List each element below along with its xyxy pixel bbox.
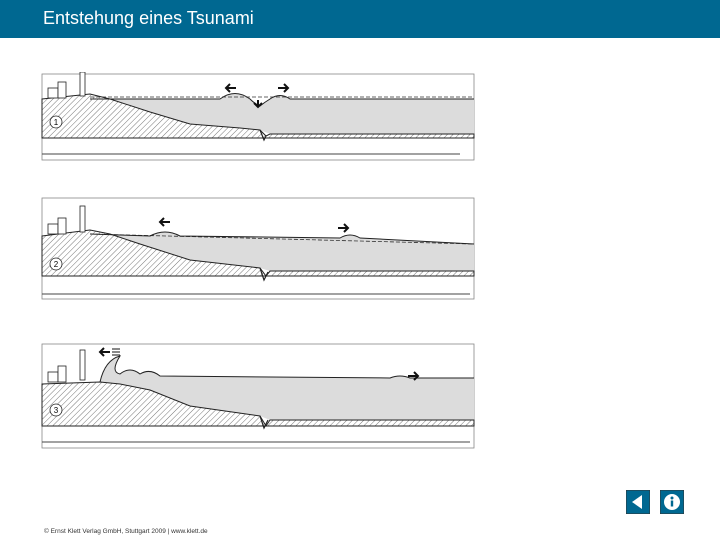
panel-number: 1: [54, 118, 59, 127]
diagram-panel-2: 2: [40, 196, 480, 301]
back-button[interactable]: [625, 489, 651, 515]
diagram-panel-1: 1: [40, 72, 480, 162]
title-bar: Entstehung eines Tsunami: [0, 0, 720, 38]
panel-number: 2: [54, 260, 59, 269]
info-button[interactable]: [659, 489, 685, 515]
page-title: Entstehung eines Tsunami: [43, 8, 254, 28]
panel-number: 3: [54, 406, 59, 415]
diagram-panel-3: 3: [40, 342, 480, 450]
info-icon: [659, 489, 685, 515]
footer-copyright: © Ernst Klett Verlag GmbH, Stuttgart 200…: [44, 528, 208, 535]
back-arrow-icon: [625, 489, 651, 515]
